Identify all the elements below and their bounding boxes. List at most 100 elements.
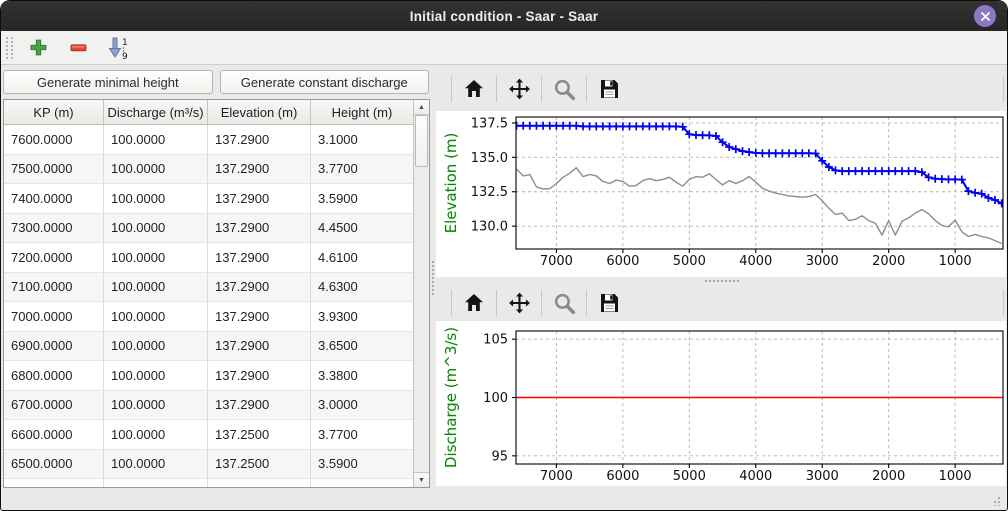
- svg-text:1000: 1000: [939, 469, 972, 484]
- table-cell[interactable]: 7400.0000: [4, 184, 104, 214]
- table-cell[interactable]: 6700.0000: [4, 390, 104, 420]
- svg-text:Discharge (m^3/s): Discharge (m^3/s): [442, 327, 460, 468]
- table-row[interactable]: 7100.0000 100.0000 137.2900 4.6300: [4, 272, 413, 302]
- table-row[interactable]: 7200.0000 100.0000 137.2900 4.6100: [4, 243, 413, 273]
- table-cell[interactable]: 100.0000: [104, 125, 208, 155]
- table-cell[interactable]: 4.6300: [311, 273, 413, 302]
- table-row[interactable]: 7600.0000 100.0000 137.2900 3.1000: [4, 125, 413, 155]
- table-cell[interactable]: 3.7700: [311, 420, 413, 450]
- table-cell[interactable]: 100.0000: [104, 184, 208, 214]
- table-cell[interactable]: 3.3800: [311, 361, 413, 391]
- discharge-chart: 7000 6000 5000 4000 3000 2000 1000 105 100 95 Disc…: [442, 327, 1004, 484]
- table-row[interactable]: 7300.0000 100.0000 137.2900 4.4500: [4, 213, 413, 243]
- zoom-button[interactable]: [547, 288, 581, 318]
- pan-button[interactable]: [502, 74, 536, 104]
- table-cell[interactable]: 4.4500: [311, 214, 413, 243]
- table-cell[interactable]: 6900.0000: [4, 331, 104, 361]
- column-header[interactable]: KP (m): [4, 100, 104, 124]
- table-cell[interactable]: 100.0000: [104, 243, 208, 273]
- table-cell[interactable]: 137.2900: [208, 243, 311, 273]
- scrollbar-down-button[interactable]: ▼: [414, 472, 429, 487]
- table-cell[interactable]: 6600.0000: [4, 420, 104, 450]
- table-cell[interactable]: 100.0000: [104, 154, 208, 184]
- table-cell[interactable]: 6800.0000: [4, 361, 104, 391]
- table-cell[interactable]: 7200.0000: [4, 243, 104, 273]
- table-row[interactable]: 7000.0000 100.0000 137.2900 3.9300: [4, 302, 413, 332]
- svg-text:1000: 1000: [939, 254, 972, 269]
- table-cell[interactable]: 7300.0000: [4, 213, 104, 243]
- table-row-partial[interactable]: [4, 479, 413, 487]
- table-cell[interactable]: 100.0000: [104, 449, 208, 479]
- elevation-chart-canvas[interactable]: 7000 6000 5000 4000 3000 2000 1000 137.5 135.0 13…: [436, 111, 1006, 277]
- table-row[interactable]: 6600.0000 100.0000 137.2500 3.7700: [4, 420, 413, 450]
- status-strip: [1, 490, 1007, 510]
- svg-text:6000: 6000: [606, 254, 639, 269]
- table-cell[interactable]: 137.2900: [208, 272, 311, 302]
- table-cell[interactable]: 137.2900: [208, 361, 311, 391]
- generate-minimal-height-button[interactable]: Generate minimal height: [3, 70, 213, 94]
- discharge-chart-canvas[interactable]: 7000 6000 5000 4000 3000 2000 1000 105 100 95 Disc…: [436, 321, 1006, 486]
- table-cell[interactable]: 137.2900: [208, 213, 311, 243]
- home-button[interactable]: [457, 74, 491, 104]
- table-cell[interactable]: 137.2500: [208, 420, 311, 450]
- table-row[interactable]: 7400.0000 100.0000 137.2900 3.5900: [4, 184, 413, 214]
- table-cell[interactable]: 4.6100: [311, 243, 413, 273]
- vertical-splitter[interactable]: [430, 65, 436, 490]
- generate-constant-discharge-button[interactable]: Generate constant discharge: [219, 70, 429, 94]
- table-cell[interactable]: 7600.0000: [4, 125, 104, 155]
- horizontal-splitter[interactable]: [436, 277, 1007, 285]
- table-cell[interactable]: 7500.0000: [4, 154, 104, 184]
- table-cell[interactable]: 100.0000: [104, 302, 208, 332]
- table-row[interactable]: 7500.0000 100.0000 137.2900 3.7700: [4, 154, 413, 184]
- sort-button[interactable]: 1 9: [103, 34, 133, 62]
- zoom-button[interactable]: [547, 74, 581, 104]
- table-cell[interactable]: 3.6500: [311, 332, 413, 361]
- resize-grip[interactable]: [991, 496, 1001, 506]
- table-cell[interactable]: 137.2900: [208, 331, 311, 361]
- svg-text:9: 9: [122, 52, 128, 60]
- table-cell[interactable]: 3.9300: [311, 302, 413, 332]
- table-cell[interactable]: 7100.0000: [4, 272, 104, 302]
- table-cell[interactable]: 3.7700: [311, 155, 413, 184]
- toolbar-grip[interactable]: [6, 36, 13, 59]
- table-row[interactable]: 6900.0000 100.0000 137.2900 3.6500: [4, 331, 413, 361]
- table-row[interactable]: 6700.0000 100.0000 137.2900 3.0000: [4, 390, 413, 420]
- table-cell[interactable]: 137.2900: [208, 302, 311, 332]
- save-button[interactable]: [592, 288, 626, 318]
- column-header[interactable]: Height (m): [331, 104, 393, 120]
- table-cell[interactable]: 137.2900: [208, 184, 311, 214]
- column-header[interactable]: Discharge (m³/s): [104, 100, 208, 124]
- main-toolbar: 1 9: [1, 31, 1007, 65]
- table-cell[interactable]: 7000.0000: [4, 302, 104, 332]
- scrollbar-up-button[interactable]: ▲: [414, 100, 429, 115]
- table-cell[interactable]: 3.1000: [311, 125, 413, 155]
- remove-row-button[interactable]: [63, 34, 93, 62]
- table-cell[interactable]: 100.0000: [104, 272, 208, 302]
- table-cell[interactable]: 137.2900: [208, 125, 311, 155]
- table-cell[interactable]: 6500.0000: [4, 449, 104, 479]
- table-cell[interactable]: 100.0000: [104, 420, 208, 450]
- table-cell[interactable]: 3.5900: [311, 450, 413, 479]
- save-icon: [601, 294, 618, 312]
- table-row[interactable]: 6800.0000 100.0000 137.2900 3.3800: [4, 361, 413, 391]
- table-cell[interactable]: 3.0000: [311, 391, 413, 420]
- scrollbar-track[interactable]: [414, 115, 429, 472]
- home-button[interactable]: [457, 288, 491, 318]
- add-row-button[interactable]: [23, 34, 53, 62]
- table-cell[interactable]: 137.2500: [208, 449, 311, 479]
- scrollbar-thumb[interactable]: [415, 115, 428, 167]
- table-cell[interactable]: 100.0000: [104, 213, 208, 243]
- save-button[interactable]: [592, 74, 626, 104]
- close-button[interactable]: [974, 5, 996, 27]
- table-cell[interactable]: 100.0000: [104, 361, 208, 391]
- table-row[interactable]: 6500.0000 100.0000 137.2500 3.5900: [4, 449, 413, 479]
- table-cell[interactable]: 3.5900: [311, 184, 413, 214]
- table-scrollbar[interactable]: ▲ ▼: [413, 100, 429, 487]
- pan-button[interactable]: [502, 288, 536, 318]
- table-cell[interactable]: 100.0000: [104, 331, 208, 361]
- title-bar[interactable]: Initial condition - Saar - Saar: [1, 1, 1007, 31]
- table-cell[interactable]: 100.0000: [104, 390, 208, 420]
- table-cell[interactable]: 137.2900: [208, 154, 311, 184]
- column-header[interactable]: Elevation (m): [208, 100, 311, 124]
- table-cell[interactable]: 137.2900: [208, 390, 311, 420]
